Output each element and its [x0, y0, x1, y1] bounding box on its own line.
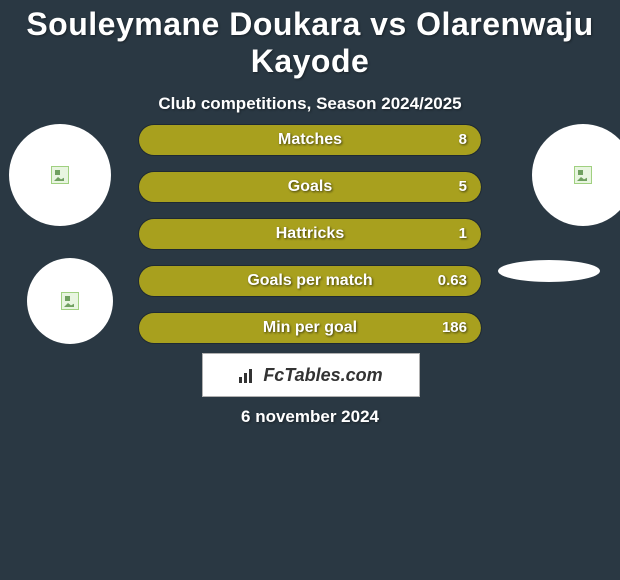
stat-bar: Hattricks1: [138, 218, 482, 250]
stat-bar: Goals per match0.63: [138, 265, 482, 297]
stat-bar: Goals5: [138, 171, 482, 203]
branding-text: FcTables.com: [263, 365, 382, 386]
bar-value-right: 186: [442, 313, 467, 343]
image-placeholder-icon: [51, 166, 69, 184]
image-placeholder-icon: [61, 292, 79, 310]
image-placeholder-icon: [574, 166, 592, 184]
date-text: 6 november 2024: [0, 407, 620, 427]
bar-label: Hattricks: [139, 219, 481, 249]
bar-chart-icon: [239, 367, 257, 383]
bar-value-right: 5: [459, 172, 467, 202]
bar-label: Min per goal: [139, 313, 481, 343]
stat-bar: Matches8: [138, 124, 482, 156]
player-right-avatar: [532, 124, 620, 226]
infographic-container: Souleymane Doukara vs Olarenwaju Kayode …: [0, 0, 620, 580]
player-left-avatar: [9, 124, 111, 226]
bar-label: Goals per match: [139, 266, 481, 296]
bar-label: Goals: [139, 172, 481, 202]
comparison-bars: Matches8 Goals5 Hattricks1 Goals per match0…: [138, 124, 482, 359]
club-right-logo: [498, 260, 600, 282]
page-subtitle: Club competitions, Season 2024/2025: [0, 94, 620, 114]
club-left-logo: [27, 258, 113, 344]
bar-label: Matches: [139, 125, 481, 155]
bar-value-right: 1: [459, 219, 467, 249]
bar-value-right: 0.63: [438, 266, 467, 296]
branding-badge: FcTables.com: [202, 353, 420, 397]
bar-value-right: 8: [459, 125, 467, 155]
stat-bar: Min per goal186: [138, 312, 482, 344]
page-title: Souleymane Doukara vs Olarenwaju Kayode: [0, 0, 620, 80]
